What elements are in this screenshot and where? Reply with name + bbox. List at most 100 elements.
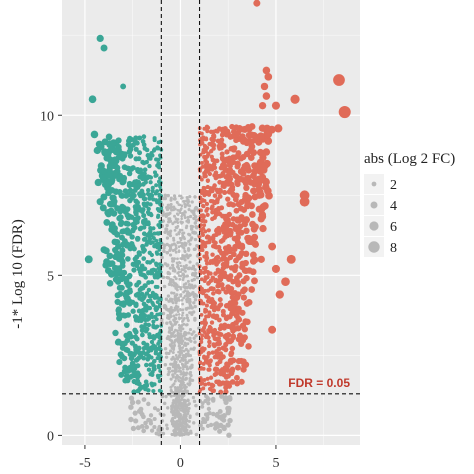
point-not-significant xyxy=(174,286,178,290)
point-upregulated xyxy=(211,291,216,296)
point-not-significant xyxy=(180,432,183,436)
point-downregulated xyxy=(130,228,136,234)
point-upregulated xyxy=(198,248,203,252)
point-downregulated xyxy=(146,322,152,328)
point-downregulated xyxy=(148,180,153,185)
point-upregulated xyxy=(210,235,215,241)
point-not-significant xyxy=(181,327,185,331)
point-downregulated xyxy=(115,306,122,313)
point-upregulated xyxy=(229,169,236,176)
point-downregulated xyxy=(141,237,147,242)
point-upregulated xyxy=(233,207,240,214)
point-not-significant xyxy=(226,432,232,438)
point-downregulated xyxy=(144,342,150,348)
point-downregulated xyxy=(114,164,121,171)
point-downregulated xyxy=(150,290,155,295)
point-not-significant xyxy=(149,428,155,433)
point-downregulated xyxy=(151,197,156,202)
point-not-significant xyxy=(205,415,210,420)
point-downregulated xyxy=(145,210,151,215)
point-not-significant xyxy=(176,331,180,335)
point-downregulated xyxy=(154,173,159,178)
point-not-significant xyxy=(199,423,203,428)
point-not-significant xyxy=(165,275,169,280)
point-upregulated xyxy=(248,143,256,150)
point-downregulated xyxy=(151,319,156,324)
point-upregulated xyxy=(229,186,236,193)
point-not-significant xyxy=(182,273,186,276)
point-downregulated xyxy=(156,208,161,213)
point-upregulated xyxy=(223,174,229,180)
point-not-significant xyxy=(170,432,175,437)
point-not-significant xyxy=(183,364,187,368)
point-upregulated xyxy=(216,126,222,132)
point-not-significant xyxy=(188,414,192,418)
point-not-significant xyxy=(172,291,176,295)
point-upregulated xyxy=(217,326,223,332)
point-not-significant xyxy=(190,363,194,367)
point-not-significant xyxy=(180,298,184,302)
point-upregulated xyxy=(258,124,267,132)
point-downregulated xyxy=(148,202,153,207)
legend-entry-label: 4 xyxy=(390,199,397,214)
point-upregulated xyxy=(240,154,247,161)
point-not-significant xyxy=(176,340,180,343)
point-not-significant xyxy=(186,411,190,415)
point-upregulated xyxy=(252,240,259,248)
point-upregulated xyxy=(199,348,204,352)
point-upregulated xyxy=(240,294,247,301)
point-downregulated xyxy=(116,284,123,291)
point-upregulated xyxy=(240,138,247,145)
point-not-significant xyxy=(195,412,199,416)
point-not-significant xyxy=(175,261,179,265)
point-downregulated xyxy=(147,235,152,240)
point-upregulated xyxy=(248,131,256,139)
point-downregulated xyxy=(134,380,140,386)
point-downregulated xyxy=(139,291,145,297)
point-upregulated-outlier xyxy=(333,74,345,86)
point-not-significant xyxy=(177,424,181,428)
point-not-significant xyxy=(186,279,190,283)
point-upregulated xyxy=(224,228,230,234)
point-downregulated xyxy=(128,136,134,143)
point-upregulated xyxy=(234,216,241,223)
point-not-significant xyxy=(179,417,183,420)
point-not-significant xyxy=(193,340,197,344)
point-upregulated xyxy=(233,275,240,281)
point-not-significant xyxy=(176,336,180,340)
point-downregulated xyxy=(133,260,139,267)
point-not-significant xyxy=(170,357,174,361)
point-not-significant xyxy=(179,286,183,289)
point-not-significant xyxy=(184,348,188,352)
point-not-significant xyxy=(157,424,162,429)
point-not-significant xyxy=(184,285,188,289)
point-not-significant xyxy=(181,311,185,315)
point-not-significant xyxy=(192,310,196,314)
point-not-significant xyxy=(163,193,167,198)
point-not-significant xyxy=(167,272,172,276)
point-upregulated xyxy=(202,254,207,259)
point-not-significant xyxy=(183,202,187,206)
point-upregulated xyxy=(235,281,242,288)
point-not-significant xyxy=(164,355,169,359)
point-not-significant xyxy=(172,318,176,322)
point-upregulated xyxy=(231,251,237,258)
point-upregulated xyxy=(245,238,253,245)
point-upregulated xyxy=(235,177,242,184)
point-not-significant xyxy=(190,358,194,362)
point-downregulated xyxy=(132,204,138,210)
y-tick-label: 5 xyxy=(47,269,54,284)
point-upregulated xyxy=(239,309,246,316)
point-downregulated xyxy=(148,192,154,197)
point-not-significant xyxy=(168,248,172,252)
point-not-significant xyxy=(176,221,180,224)
point-upregulated xyxy=(234,309,241,316)
point-upregulated xyxy=(230,128,237,135)
point-not-significant xyxy=(168,211,172,215)
point-upregulated xyxy=(204,335,209,340)
point-upregulated xyxy=(207,171,213,177)
point-upregulated xyxy=(218,276,224,282)
point-not-significant xyxy=(174,338,178,342)
point-upregulated xyxy=(240,366,247,373)
point-upregulated xyxy=(197,352,202,357)
